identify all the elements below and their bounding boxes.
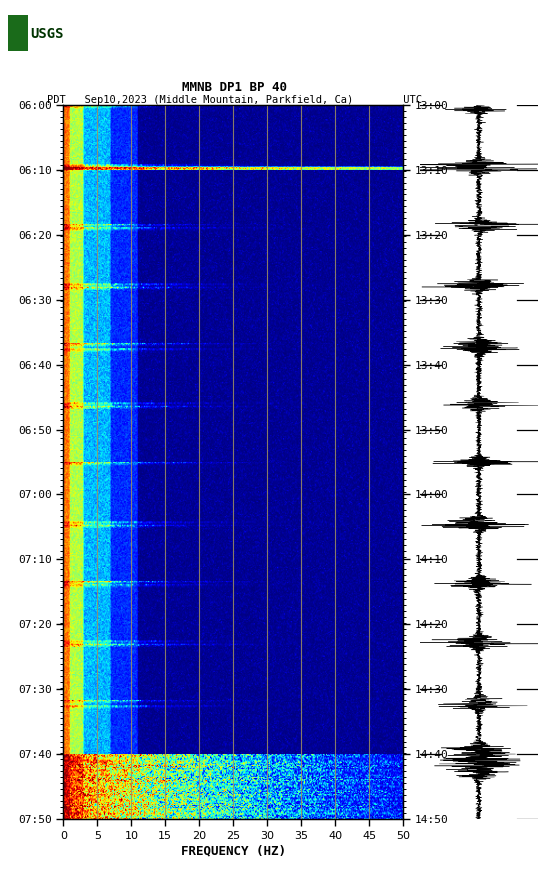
Text: MMNB DP1 BP 40: MMNB DP1 BP 40 <box>182 80 287 94</box>
X-axis label: FREQUENCY (HZ): FREQUENCY (HZ) <box>181 845 286 858</box>
Bar <box>8 14 28 51</box>
Text: USGS: USGS <box>30 27 63 41</box>
Text: PDT   Sep10,2023 (Middle Mountain, Parkfield, Ca)        UTC: PDT Sep10,2023 (Middle Mountain, Parkfie… <box>47 95 422 105</box>
